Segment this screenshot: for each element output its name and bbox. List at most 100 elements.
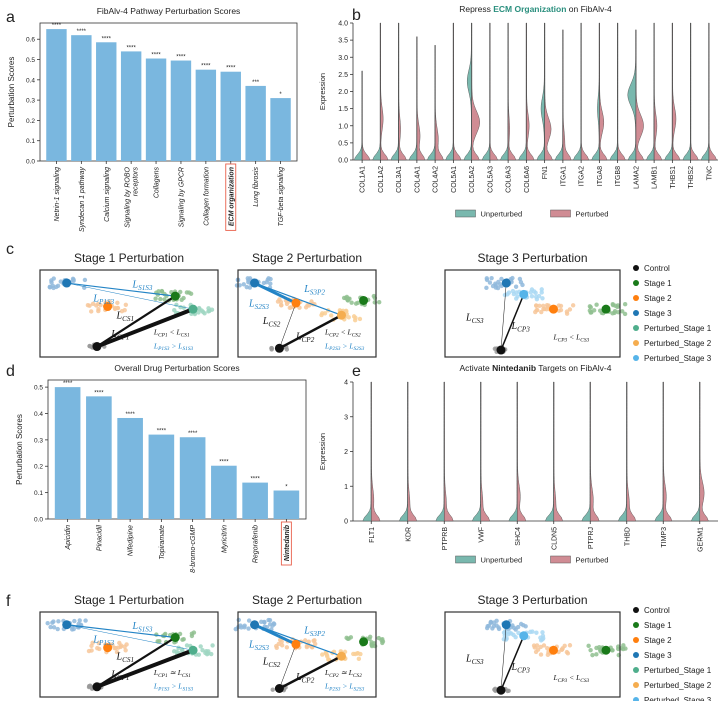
panel-frame <box>237 611 377 698</box>
math-L: L <box>303 284 310 295</box>
cell-point-perturbed_stage2 <box>356 656 362 662</box>
violin-perturbed <box>471 22 480 161</box>
panel-letter-a: a <box>6 9 15 26</box>
centroid-stage3 <box>250 620 260 630</box>
x-tick-label: Netrin-1 signaling <box>54 167 61 222</box>
violin-perturbed <box>371 381 381 522</box>
x-tick-label: GERM1 <box>697 527 704 552</box>
cell-point-stage2 <box>313 641 318 647</box>
significance-label: **** <box>188 431 198 437</box>
math-subscript: P2S3 <box>328 686 341 692</box>
cell-point-perturbed_stage1 <box>172 307 177 313</box>
cell-point-perturbed_stage2 <box>358 651 363 657</box>
math-subscript: CP3 <box>517 326 530 334</box>
cell-point-perturbed_stage2 <box>324 650 329 656</box>
panel-frame <box>444 269 621 358</box>
distance-line <box>66 624 194 651</box>
violin-unperturbed <box>408 36 418 161</box>
cell-point-stage2 <box>124 642 129 647</box>
panel-frame <box>39 269 219 358</box>
distance-line <box>500 294 525 351</box>
significance-label: **** <box>52 23 62 29</box>
comparison-label: LCP3​ < LCS3​ <box>553 673 590 684</box>
cell-point-perturbed_stage2 <box>329 313 334 318</box>
violin-unperturbed <box>609 22 618 161</box>
cell-point-stage1 <box>189 633 195 639</box>
significance-label: * <box>285 485 288 491</box>
violin-perturbed <box>398 22 407 161</box>
y-tick-label: 3 <box>344 414 348 421</box>
violin-unperturbed <box>591 22 600 161</box>
cell-point-perturbed_stage3 <box>540 637 545 642</box>
cell-point-stage3 <box>82 277 88 283</box>
scatter-panel-1: Stage 1 PerturbationLS1S3​LP1S3​LCS1​LCP… <box>39 251 219 358</box>
y-axis-label: Expression <box>318 73 327 110</box>
distance-line <box>66 624 176 639</box>
significance-label: **** <box>219 460 229 466</box>
centroid-stage2 <box>103 302 113 312</box>
math-subscript: S3P2 <box>310 288 326 296</box>
cell-point-control <box>86 683 92 689</box>
scatter-panel-2: Stage 2 PerturbationLS2S3​LS3P2​LCS2​LCP… <box>233 593 386 698</box>
bar <box>71 35 92 162</box>
chart-title: Repress ECM Organization on FibAlv-4 <box>459 4 612 14</box>
legend-label: Stage 2 <box>644 294 672 303</box>
cell-point-stage3 <box>246 626 251 631</box>
math-text: > <box>169 341 178 350</box>
cell-point-perturbed_stage1 <box>174 302 179 308</box>
math-text: > <box>169 682 178 691</box>
y-tick-label: 0.0 <box>26 159 35 166</box>
distance-line <box>500 624 507 691</box>
math-L: L <box>110 329 117 340</box>
distance-line <box>96 648 194 689</box>
violin-perturbed <box>444 381 454 522</box>
cell-point-perturbed_stage3 <box>509 631 514 636</box>
centroid-stage3 <box>62 278 72 288</box>
x-tick-label: Signaling by GPCR <box>178 167 185 227</box>
math-subscript: CS2 <box>268 661 280 669</box>
x-tick-label: PTPRJ <box>588 527 595 549</box>
cell-point-stage3 <box>50 620 55 625</box>
centroid-stage2 <box>549 304 558 314</box>
violin-perturbed <box>653 22 663 161</box>
math-subscript: S2S3 <box>353 346 364 352</box>
distance-line <box>279 644 297 689</box>
cell-point-stage3 <box>58 279 63 284</box>
cell-point-stage2 <box>94 303 99 308</box>
cell-point-stage1 <box>594 302 599 307</box>
panel-title: Stage 3 Perturbation <box>477 251 587 265</box>
title-part: Nintedanib <box>492 363 536 373</box>
cell-point-perturbed_stage3 <box>529 294 535 299</box>
math-L: L <box>177 668 182 677</box>
math-L: L <box>295 332 302 343</box>
cell-point-stage3 <box>511 625 517 631</box>
panel-title: Stage 1 Perturbation <box>74 593 184 607</box>
x-tick-label: Nifedipine <box>128 525 135 556</box>
cell-point-stage3 <box>56 619 61 624</box>
math-L: L <box>511 662 518 673</box>
x-tick-label: COL5A3 <box>487 166 494 193</box>
cell-point-stage3 <box>72 618 77 624</box>
cell-point-stage1 <box>369 643 375 649</box>
violin-perturbed <box>517 381 527 522</box>
panel-frame <box>444 611 621 698</box>
bar <box>220 71 241 161</box>
violin-unperturbed <box>664 22 673 161</box>
x-tick-label: ITGA2 <box>579 166 586 186</box>
cell-point-stage2 <box>122 307 127 313</box>
cell-point-perturbed_stage1 <box>209 307 215 312</box>
cell-point-perturbed_stage3 <box>528 290 533 295</box>
distance-label: LCP1​ <box>110 669 129 682</box>
violin-unperturbed <box>700 22 710 161</box>
significance-label: * <box>279 92 282 98</box>
cell-point-stage2 <box>98 302 103 308</box>
violin-unperturbed <box>554 29 564 161</box>
violin-unperturbed <box>581 381 591 522</box>
violin-perturbed <box>635 29 644 161</box>
y-tick-label: 0.0 <box>34 517 43 524</box>
violin-perturbed <box>663 381 673 522</box>
cell-point-stage1 <box>610 311 615 316</box>
panel-frame <box>237 269 377 358</box>
x-tick-label: Calcium signaling <box>104 167 111 222</box>
